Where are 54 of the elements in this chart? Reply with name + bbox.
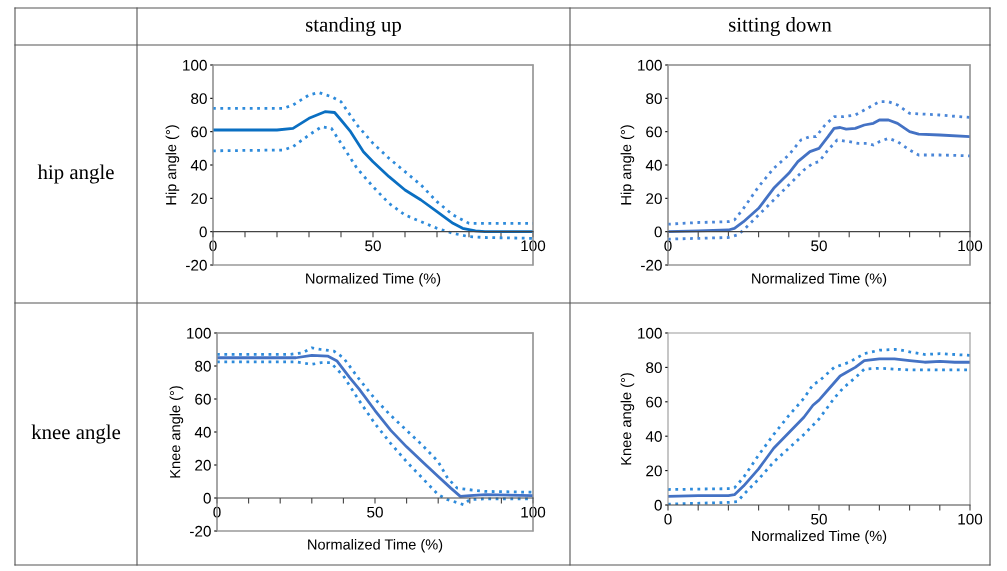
y-tick-label: 60 [646,396,662,408]
y-tick-label: 100 [183,59,207,71]
y-axis-title: Knee angle (°) [620,373,635,465]
x-tick-label: 100 [958,240,983,252]
y-tick-label: 0 [654,226,662,238]
line-series [668,136,970,241]
y-tick-label: -20 [186,259,207,271]
x-tick-label: 0 [664,240,672,252]
line-series [213,125,533,240]
y-tick-label: 60 [191,126,207,138]
y-tick-label: 20 [195,459,211,471]
y-tick-label: 0 [203,492,211,504]
y-axis-title: Hip angle (°) [165,125,180,205]
line-series [668,118,970,234]
y-tick-label: 60 [195,393,211,405]
x-axis-title: Normalized Time (%) [752,273,887,287]
line-series [213,110,533,234]
text: hip angle [37,164,114,184]
y-tick-label: -20 [641,259,662,271]
text: standing up [306,17,401,36]
x-tick-label: 50 [367,506,383,518]
x-tick-label: 50 [811,240,827,252]
y-tick-label: 40 [190,159,207,171]
y-tick-label: -20 [190,525,211,537]
y-tick-label: 80 [646,362,662,374]
y-tick-label: 80 [195,360,211,372]
y-axis-title: Hip angle (°) [620,125,635,205]
x-tick-label: 50 [365,240,381,252]
text: sitting down [729,17,832,36]
y-tick-label: 20 [191,193,207,205]
x-tick-label: 0 [213,506,221,518]
x-tick-label: 0 [664,513,672,525]
x-axis-title: Normalized Time (%) [308,538,443,553]
y-axis-title: Knee angle (°) [169,386,184,478]
y-tick-label: 40 [645,431,662,442]
y-tick-label: 20 [646,193,662,205]
y-tick-label: 20 [646,465,662,477]
x-tick-label: 50 [811,513,827,525]
y-tick-label: 100 [638,59,662,71]
y-tick-label: 100 [187,327,211,339]
x-tick-label: 100 [521,240,546,252]
y-tick-label: 40 [194,426,211,438]
y-tick-label: 80 [191,93,207,105]
y-tick-label: 80 [646,93,662,105]
line-series [668,100,970,226]
y-tick-label: 60 [646,126,662,138]
x-axis-title: Normalized Time (%) [306,273,441,287]
y-tick-label: 40 [645,159,662,171]
x-tick-label: 100 [521,506,546,518]
y-tick-label: 0 [199,226,207,238]
x-tick-label: 100 [958,513,983,525]
y-tick-label: 100 [638,327,662,339]
text: knee angle [31,424,121,444]
x-axis-title: Normalized Time (%) [752,530,887,544]
